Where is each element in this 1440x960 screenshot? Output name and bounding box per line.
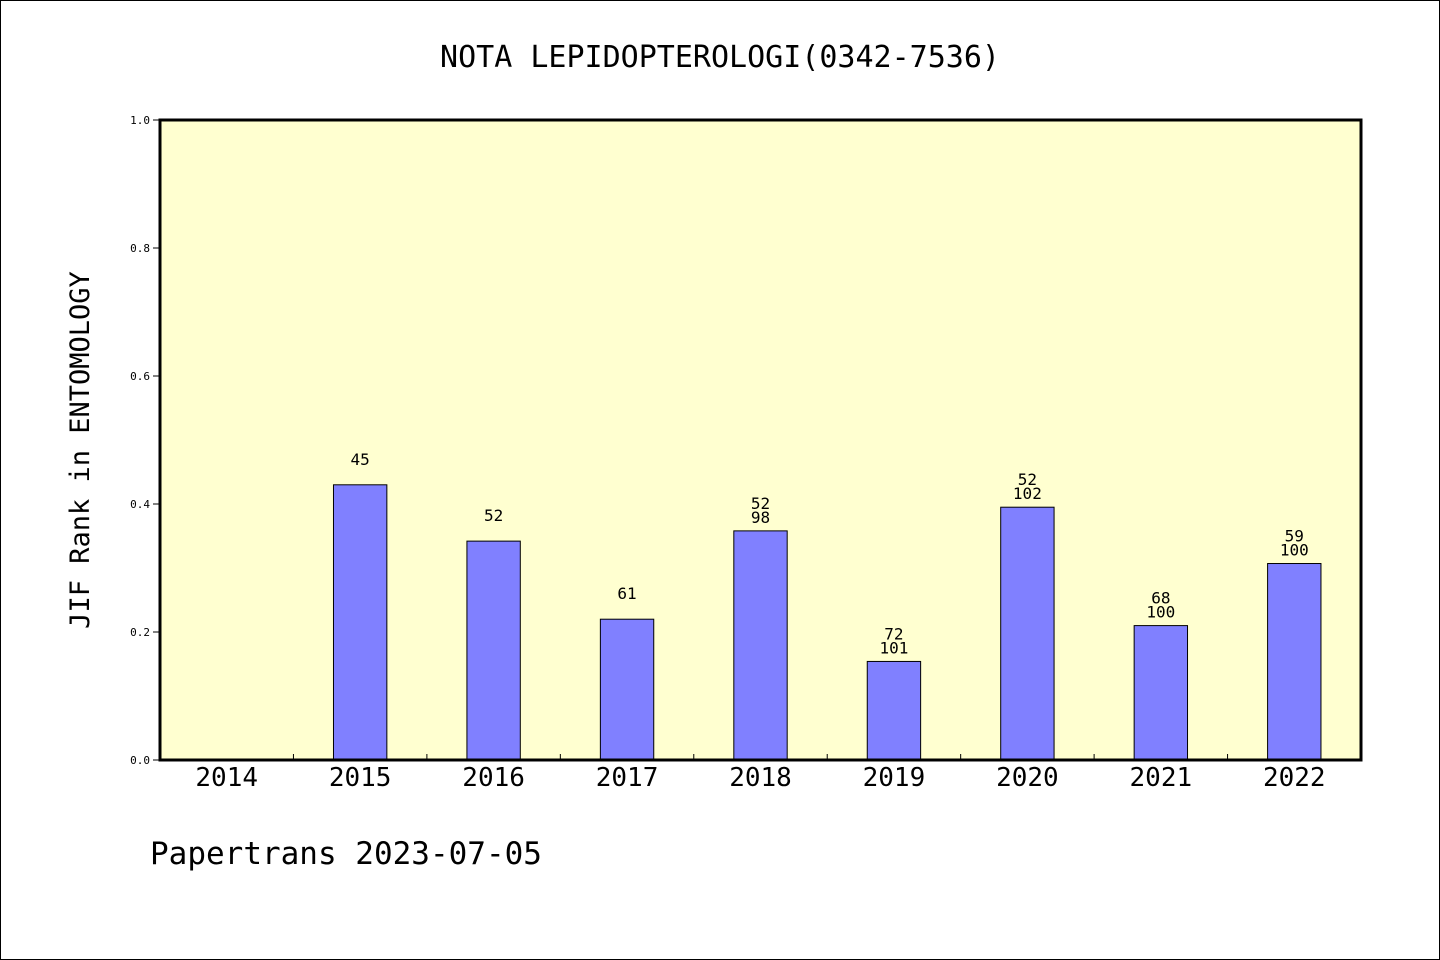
plot-border [158, 118, 1363, 762]
bar [1000, 506, 1055, 761]
data-label: 100 [1146, 603, 1175, 622]
y-axis: 0.0 0.2 0.4 0.6 0.8 1.0 [130, 114, 160, 767]
x-tick-label: 2018 [729, 763, 792, 793]
x-tick-label: 2021 [1130, 763, 1193, 793]
data-label: 100 [1280, 541, 1309, 560]
data-label: 72 [884, 624, 903, 643]
data-label: 102 [1013, 484, 1042, 503]
x-axis: 2014 2015 2016 2017 2018 2019 2020 2021 2022 [195, 754, 1326, 793]
y-tick-label: 0.6 [130, 370, 150, 383]
x-tick-label: 2016 [462, 763, 525, 793]
bar [332, 484, 388, 761]
data-label: 52 [1018, 470, 1037, 489]
y-tick-label: 0.2 [130, 626, 150, 639]
chart-title: NOTA LEPIDOPTEROLOGI(0342-7536) [440, 40, 1000, 75]
x-tick-label: 2019 [863, 763, 926, 793]
y-tick-label: 0.8 [130, 242, 150, 255]
bar [1133, 625, 1189, 761]
x-tick-label: 2014 [195, 763, 258, 793]
x-tick-label: 2020 [996, 763, 1059, 793]
bar [466, 540, 521, 761]
y-tick-label: 0.0 [130, 754, 150, 767]
bar [733, 530, 788, 761]
data-label: 59 [1285, 527, 1304, 546]
data-label: 52 [484, 506, 503, 525]
data-label: 61 [617, 584, 636, 603]
y-tick-label: 0.4 [130, 498, 150, 511]
data-label: 101 [879, 638, 908, 657]
data-label: 98 [751, 508, 770, 527]
data-label: 52 [751, 494, 770, 513]
x-tick-label: 2022 [1263, 763, 1326, 793]
data-label: 68 [1151, 589, 1170, 608]
bar [1267, 563, 1322, 761]
bar [866, 660, 922, 761]
footer-text: Papertrans 2023-07-05 [150, 836, 542, 872]
y-tick-label: 1.0 [130, 114, 150, 127]
data-label: 45 [351, 450, 370, 469]
x-tick-label: 2015 [329, 763, 392, 793]
y-axis-label: JIF Rank in ENTOMOLOGY [65, 271, 96, 629]
bar [599, 618, 655, 761]
x-tick-label: 2017 [596, 763, 659, 793]
